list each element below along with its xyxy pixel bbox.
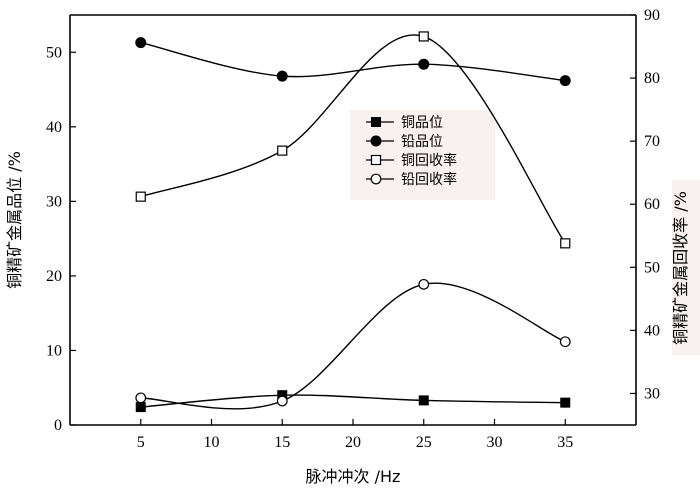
data-point [276,395,288,407]
right-y-tick-label: 40 [644,322,660,339]
left-y-tick-label: 40 [46,119,62,136]
data-point [135,392,147,404]
data-point [560,238,571,249]
x-tick-label: 25 [416,434,432,451]
right-y-tick-label: 70 [644,133,660,150]
data-point [418,278,430,290]
left-y-tick-label: 20 [46,268,62,285]
series-group [135,31,571,413]
data-point [418,58,430,70]
data-point [418,395,429,406]
x-tick-label: 10 [204,434,220,451]
series-4 [135,278,571,410]
legend-marker [370,135,382,147]
series-3 [135,31,571,249]
legend-marker [370,154,382,166]
right-y-tick-label: 30 [644,385,660,402]
data-point [277,145,288,156]
right-y-axis-title: 铜精矿金属回收率 /% [671,191,690,345]
data-point [276,70,288,82]
right-y-ticks: 30 40 50 60 70 80 90 [630,7,660,402]
legend-label: 铅回收率 [401,171,457,188]
x-tick-label: 15 [274,434,290,451]
x-tick-label: 30 [487,434,503,451]
data-point [135,37,147,49]
data-point [559,75,571,87]
data-point [135,402,146,413]
x-axis-title: 脉冲冲次 /Hz [306,467,401,486]
left-y-tick-label: 50 [46,44,62,61]
series-line [140,394,566,408]
left-y-tick-label: 0 [54,417,62,434]
right-y-tick-label: 90 [644,7,660,24]
legend-marker [370,173,382,185]
series-2 [135,37,571,87]
left-y-ticks: 0 10 20 30 40 50 [46,44,76,434]
legend-label: 铜品位 [401,115,443,131]
x-tick-label: 5 [137,434,145,451]
x-ticks: 5 10 15 20 25 30 35 [137,419,573,451]
x-tick-label: 35 [557,434,573,451]
data-point [560,397,571,408]
legend-label: 铅品位 [401,134,443,150]
right-y-tick-label: 50 [644,259,660,276]
left-y-tick-label: 30 [46,193,62,210]
right-y-tick-label: 60 [644,196,660,213]
series-line [140,41,566,82]
left-y-tick-label: 10 [46,342,62,359]
series-1 [135,390,571,413]
data-point [559,336,571,348]
right-axis-label-background [672,180,700,355]
legend-marker [371,117,381,127]
x-tick-label: 20 [345,434,361,451]
data-point [418,31,429,42]
left-y-axis-title: 铜精矿金属品位 /% [5,151,24,289]
legend-label: 铜回收率 [401,152,457,169]
right-y-tick-label: 80 [644,70,660,87]
series-line [140,34,566,244]
series-line [140,282,566,410]
data-point [135,191,146,202]
